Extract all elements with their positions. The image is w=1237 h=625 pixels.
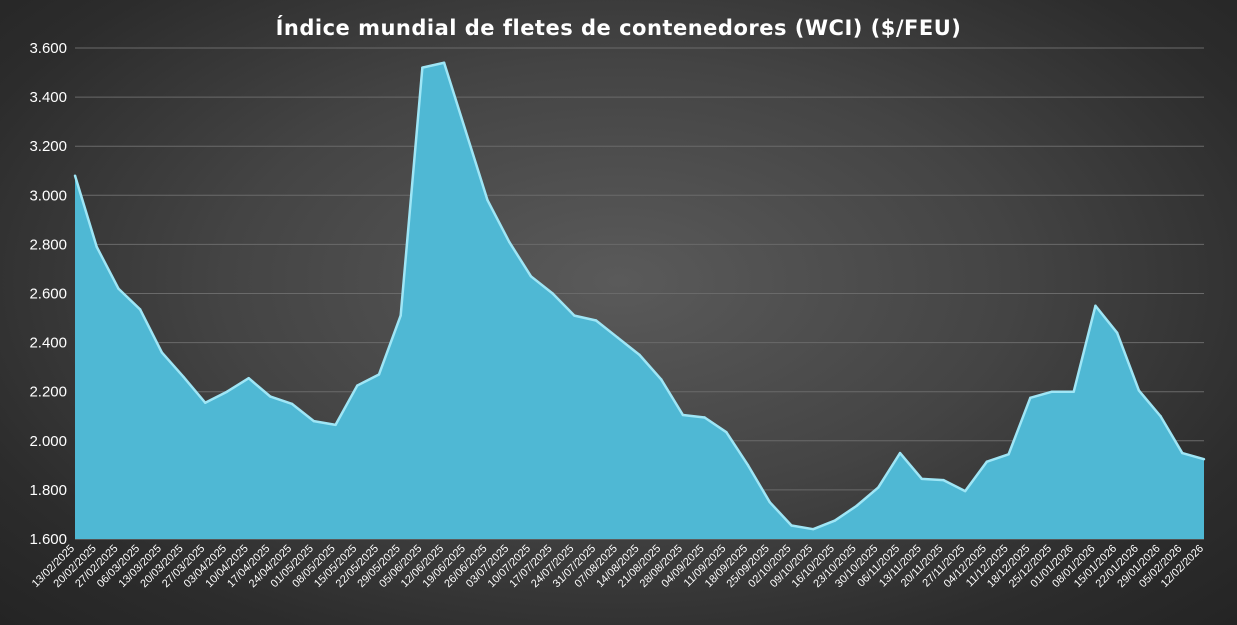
data-point [963, 489, 967, 493]
y-tick-label: 1.800 [29, 482, 67, 499]
data-point [464, 130, 468, 133]
data-point [117, 287, 120, 290]
data-point [681, 413, 685, 417]
series-area [73, 61, 1206, 539]
data-point [551, 292, 554, 295]
y-tick-label: 1.600 [29, 531, 67, 548]
data-point [247, 376, 250, 380]
data-point [898, 451, 902, 455]
data-point [920, 477, 923, 481]
data-point [399, 314, 402, 317]
data-point [225, 390, 229, 393]
data-point [290, 402, 294, 406]
y-tick-label: 2.200 [29, 384, 67, 401]
data-point [269, 395, 272, 398]
data-point [421, 66, 424, 69]
data-point [486, 199, 489, 202]
data-point [573, 314, 576, 317]
data-point [811, 527, 815, 531]
data-point [877, 486, 880, 489]
data-point [703, 416, 706, 419]
data-point [377, 373, 381, 376]
data-point [1050, 390, 1054, 393]
data-point [138, 308, 142, 311]
y-tick-label: 2.800 [29, 236, 67, 253]
data-point [182, 375, 185, 379]
data-point [1115, 331, 1119, 334]
data-point [638, 353, 641, 357]
data-point [1029, 396, 1032, 400]
data-point [204, 401, 207, 404]
data-point [985, 460, 989, 463]
y-tick-label: 3.200 [29, 138, 67, 155]
data-point [660, 378, 663, 381]
y-tick-label: 2.400 [29, 335, 67, 352]
y-tick-label: 3.000 [29, 187, 67, 204]
data-point [160, 351, 164, 354]
data-point [768, 500, 771, 504]
y-tick-label: 2.600 [29, 286, 67, 303]
y-tick-label: 3.600 [29, 40, 67, 57]
data-point [1072, 390, 1075, 393]
data-point [833, 519, 837, 522]
data-point [616, 336, 619, 339]
data-point [73, 174, 77, 177]
data-point [594, 319, 598, 322]
data-point [725, 431, 728, 434]
data-point [942, 478, 945, 482]
y-tick-label: 2.000 [29, 433, 67, 450]
data-point [1181, 451, 1184, 455]
data-point [508, 240, 511, 244]
data-point [95, 245, 98, 249]
data-point [790, 524, 793, 527]
data-point [312, 419, 316, 423]
data-point [529, 275, 533, 278]
chart-title: Índice mundial de fletes de contenedores… [275, 16, 962, 40]
data-point [855, 504, 858, 508]
area-fill [75, 62, 1204, 539]
data-point [1094, 304, 1097, 307]
data-point [1007, 453, 1010, 456]
data-point [334, 423, 337, 427]
data-point [356, 384, 359, 387]
data-point [1137, 389, 1141, 392]
data-point [746, 464, 750, 467]
data-point [1159, 415, 1162, 418]
data-point [442, 61, 446, 64]
data-point [1202, 458, 1206, 461]
y-tick-label: 3.400 [29, 89, 67, 106]
